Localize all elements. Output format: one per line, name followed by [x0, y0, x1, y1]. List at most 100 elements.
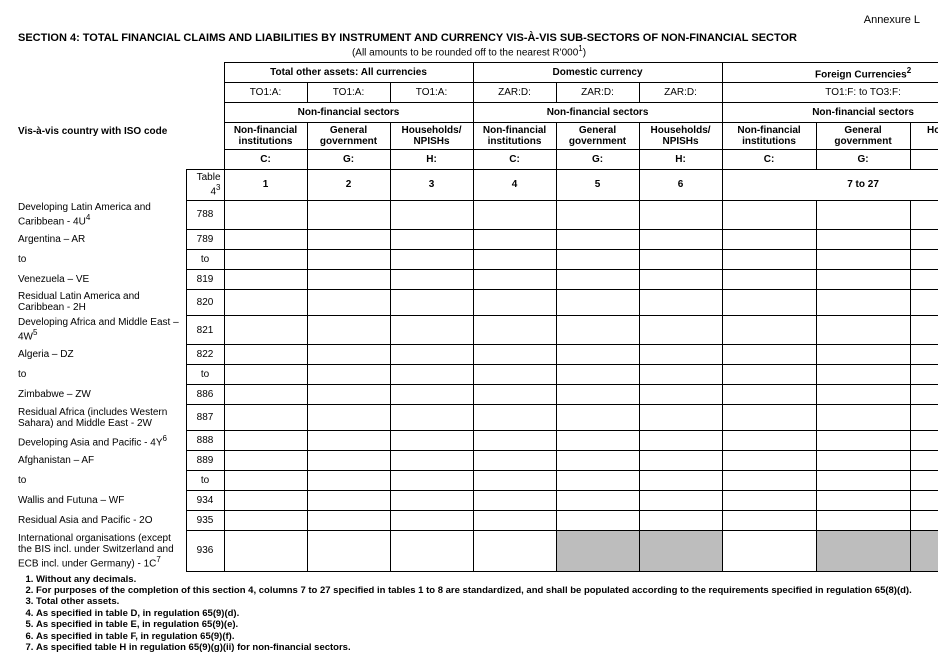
data-cell [473, 269, 556, 289]
data-cell [473, 491, 556, 511]
data-cell [639, 365, 722, 385]
data-cell [556, 229, 639, 249]
data-cell [390, 405, 473, 431]
row-label: Argentina – AR [18, 229, 186, 249]
data-cell [224, 289, 307, 315]
data-cell [639, 249, 722, 269]
data-cell [910, 289, 938, 315]
data-cell [390, 431, 473, 451]
data-cell [390, 451, 473, 471]
data-cell [910, 345, 938, 365]
data-cell [307, 249, 390, 269]
data-cell [390, 345, 473, 365]
data-cell [639, 315, 722, 344]
data-cell [816, 289, 910, 315]
data-cell [722, 451, 816, 471]
data-cell [473, 200, 556, 229]
data-cell [910, 385, 938, 405]
data-cell [473, 531, 556, 571]
data-cell [224, 431, 307, 451]
data-cell [556, 385, 639, 405]
data-cell [473, 365, 556, 385]
data-cell [639, 531, 722, 571]
data-cell [556, 200, 639, 229]
row-label: Residual Asia and Pacific - 2O [18, 511, 186, 531]
data-cell [816, 200, 910, 229]
data-cell [639, 269, 722, 289]
row-label: Zimbabwe – ZW [18, 385, 186, 405]
data-cell [639, 385, 722, 405]
data-cell [722, 365, 816, 385]
row-label: Venezuela – VE [18, 269, 186, 289]
data-cell [390, 269, 473, 289]
data-cell [307, 451, 390, 471]
data-cell [390, 365, 473, 385]
data-cell [224, 269, 307, 289]
row-label: Residual Africa (includes Western Sahara… [18, 405, 186, 431]
data-cell [639, 200, 722, 229]
data-cell [639, 405, 722, 431]
data-cell [722, 289, 816, 315]
data-cell [224, 451, 307, 471]
data-cell [556, 269, 639, 289]
data-cell [307, 269, 390, 289]
data-cell [722, 315, 816, 344]
data-cell [224, 345, 307, 365]
data-cell [390, 511, 473, 531]
row-label: to [18, 471, 186, 491]
data-cell [224, 385, 307, 405]
data-cell [224, 491, 307, 511]
data-cell [910, 269, 938, 289]
row-code: 888 [186, 431, 224, 451]
row-code: 886 [186, 385, 224, 405]
footnotes: Without any decimals.For purposes of the… [18, 574, 920, 654]
data-cell [473, 451, 556, 471]
data-cell [816, 315, 910, 344]
data-cell [473, 431, 556, 451]
data-cell [224, 511, 307, 531]
row-label: to [18, 365, 186, 385]
row-code: to [186, 471, 224, 491]
vis-label: Vis-à-vis country with ISO code [18, 126, 167, 137]
data-cell [473, 405, 556, 431]
data-cell [473, 249, 556, 269]
data-cell [639, 431, 722, 451]
data-cell [224, 229, 307, 249]
row-label: International organisations (except the … [18, 531, 186, 571]
data-cell [910, 405, 938, 431]
data-cell [556, 451, 639, 471]
row-label: Afghanistan – AF [18, 451, 186, 471]
data-cell [390, 385, 473, 405]
row-label: Residual Latin America and Caribbean - 2… [18, 289, 186, 315]
row-code: to [186, 365, 224, 385]
data-cell [390, 289, 473, 315]
row-label: Developing Africa and Middle East – 4W5 [18, 315, 186, 344]
data-cell [639, 471, 722, 491]
data-cell [473, 345, 556, 365]
data-cell [910, 431, 938, 451]
data-cell [816, 531, 910, 571]
section-title: SECTION 4: TOTAL FINANCIAL CLAIMS AND LI… [18, 32, 920, 44]
data-cell [910, 511, 938, 531]
data-cell [722, 385, 816, 405]
data-cell [307, 531, 390, 571]
data-cell [816, 405, 910, 431]
data-cell [556, 491, 639, 511]
data-cell [639, 345, 722, 365]
group-total-other: Total other assets: All currencies [224, 63, 473, 83]
data-cell [910, 491, 938, 511]
data-cell [639, 289, 722, 315]
data-cell [307, 405, 390, 431]
rounding-note: (All amounts to be rounded off to the ne… [18, 44, 920, 58]
row-code: 936 [186, 531, 224, 571]
data-cell [556, 471, 639, 491]
data-cell [639, 511, 722, 531]
data-cell [307, 315, 390, 344]
data-cell [722, 249, 816, 269]
data-cell [816, 269, 910, 289]
data-cell [307, 229, 390, 249]
data-cell [473, 229, 556, 249]
data-cell [473, 385, 556, 405]
data-cell [722, 491, 816, 511]
data-cell [816, 345, 910, 365]
